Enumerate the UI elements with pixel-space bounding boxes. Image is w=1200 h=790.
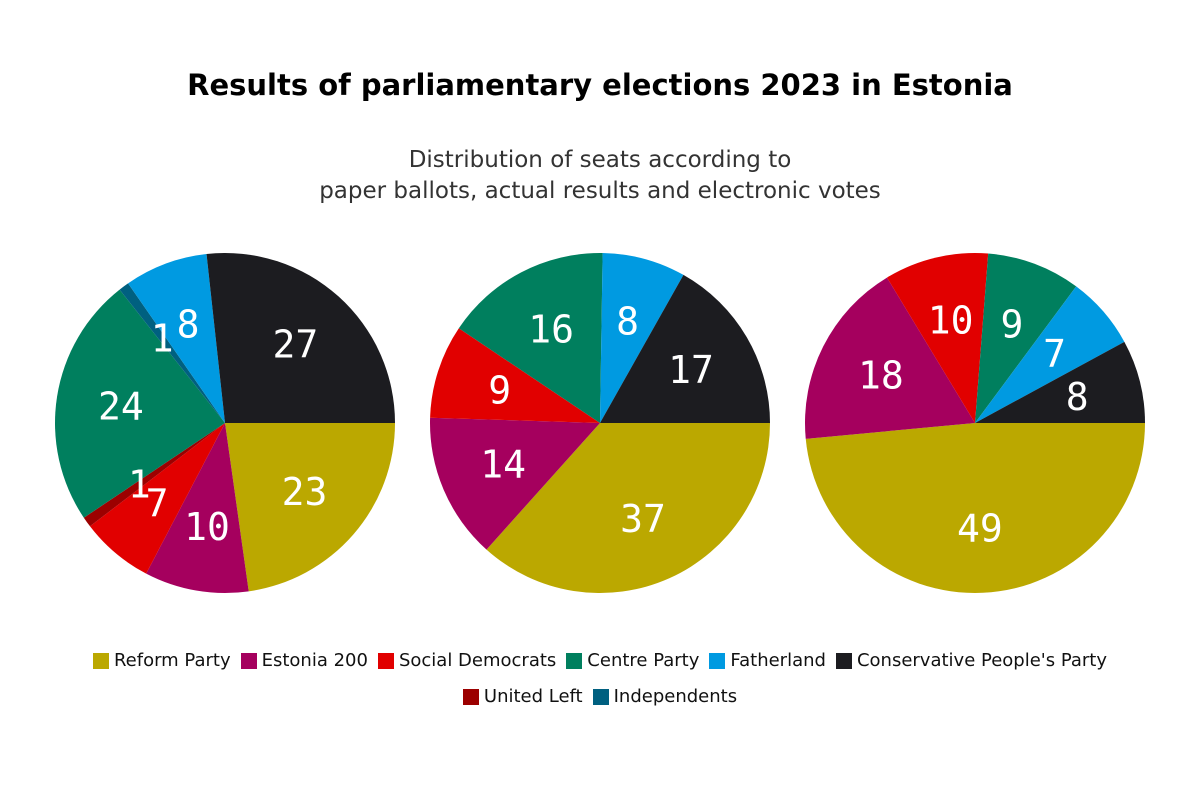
legend-swatch [462,688,479,705]
legend-label: Conservative People's Party [856,650,1108,671]
legend-swatch [377,652,394,669]
legend-item-social-democrats: Social Democrats [377,650,557,671]
legend-swatch [240,652,257,669]
legend-swatch [835,652,852,669]
pie-1-label-independents: 1 [151,316,174,360]
pie-1-slice-social-democrats [90,423,225,574]
pie-2-label-conservative-people-s-party: 17 [668,348,714,392]
pie-1-label-reform-party: 23 [282,470,328,514]
pie-2: 37 14 9 16 8 17 [429,252,770,593]
pie-3-slice-social-democrats [886,252,989,423]
legend-label: Independents [613,686,738,707]
legend-item-reform-party: Reform Party [92,650,231,671]
legend-item-estonia-200: Estonia 200 [240,650,368,671]
pie-1-label-estonia-200: 10 [184,505,230,549]
chart-title: Results of parliamentary elections 2023 … [187,68,1013,102]
pie-3-label-conservative-people-s-party: 8 [1066,375,1089,419]
pie-2-slice-fatherland [600,253,684,423]
pie-1-slice-conservative-people-s-party [206,253,395,423]
pie-2-label-centre-party: 16 [528,308,574,352]
pie-1-slice-centre-party [54,289,226,518]
pie-1-label-united-left: 1 [128,462,151,506]
chart-subtitle: Distribution of seats according to paper… [0,145,1200,207]
legend-row-1: Reform Party Estonia 200 Social Democrats C… [0,650,1200,671]
pie-3-slice-reform-party [805,423,1145,593]
pie-3-label-centre-party: 9 [1000,302,1023,346]
subtitle-line-1: Distribution of seats according to [408,147,792,173]
pie-2-slice-conservative-people-s-party [600,274,770,423]
pie-2-label-social-democrats: 9 [488,369,511,413]
legend-swatch [709,652,726,669]
pie-1-slice-fatherland [128,254,225,423]
pie-2-slice-centre-party [458,252,603,423]
pie-3-label-social-democrats: 10 [928,298,974,342]
legend-item-fatherland: Fatherland [709,650,826,671]
pie-2-label-reform-party: 37 [620,497,666,541]
subtitle-line-2: paper ballots, actual results and electr… [319,178,881,204]
legend-label: Reform Party [113,650,231,671]
legend-item-centre-party: Centre Party [566,650,699,671]
pie-1-slice-united-left [83,423,225,527]
legend-item-independents: Independents [592,686,738,707]
pie-1-slice-independents [119,283,225,423]
legend-label: Centre Party [587,650,700,671]
legend-label: Estonia 200 [261,650,368,671]
pie-3: 49 18 10 978 [805,252,1145,593]
pie-2-slice-reform-party [486,423,770,593]
legend-item-conservative-people-s-party: Conservative People's Party [835,650,1108,671]
pie-1-slice-estonia-200 [146,423,249,594]
pie-3-slice-estonia-200 [805,277,975,439]
pie-3-label-estonia-200: 18 [858,354,904,398]
pie-1-slice-reform-party [225,423,395,592]
legend-swatch [592,688,609,705]
pie-3-label-reform-party: 49 [957,506,1003,550]
legend-label: Fatherland [730,650,826,671]
pie-2-label-fatherland: 8 [616,299,639,343]
pie-3-slice-centre-party [975,253,1077,423]
pie-3-slice-fatherland [975,286,1125,423]
pie-2-slice-social-democrats [430,328,600,423]
pie-2-label-estonia-200: 14 [480,442,526,486]
legend-label: Social Democrats [398,650,557,671]
pie-1-label-fatherland: 8 [177,302,200,346]
pie-3-slice-conservative-people-s-party [975,341,1145,423]
legend-row-2: United Left Independents [0,686,1200,707]
legend-swatch [566,652,583,669]
pie-2-slice-estonia-200 [429,417,600,550]
legend-label: United Left [483,686,583,707]
legend-item-united-left: United Left [462,686,583,707]
pie-1-label-centre-party: 24 [98,385,144,429]
pie-3-label-fatherland: 7 [1043,332,1066,376]
legend-swatch [92,652,109,669]
pie-1-label-conservative-people-s-party: 27 [272,323,318,367]
pie-1-label-social-democrats: 7 [146,482,169,526]
